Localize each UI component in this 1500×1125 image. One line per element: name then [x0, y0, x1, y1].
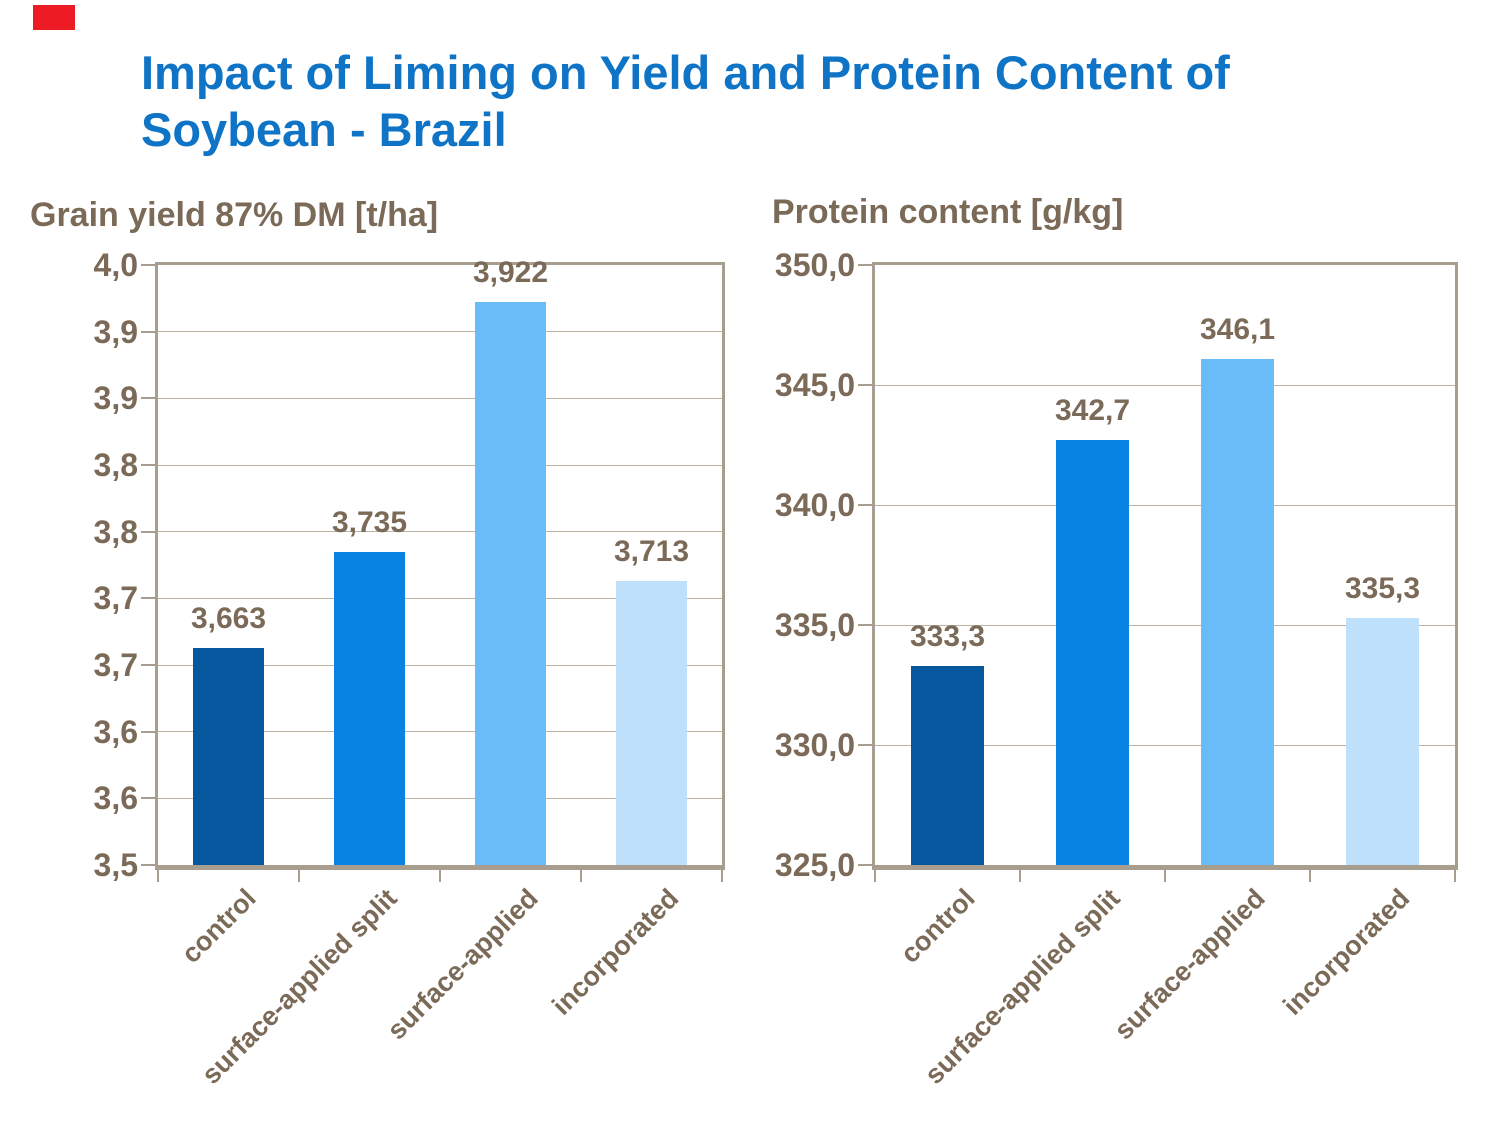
y-axis-tick-label: 3,9	[93, 380, 138, 417]
protein-content-chart-title: Protein content [g/kg]	[772, 193, 1124, 231]
category-label: control	[894, 883, 981, 969]
bar-value-label: 346,1	[1199, 312, 1276, 346]
gridline	[158, 797, 722, 799]
y-axis-tick	[141, 797, 155, 800]
gridline	[158, 664, 722, 666]
x-axis-tick	[1309, 870, 1311, 882]
bar-control	[193, 647, 264, 865]
gridline	[158, 731, 722, 733]
y-axis-tick-label: 330,0	[774, 727, 855, 763]
x-axis-tick	[298, 870, 300, 882]
y-axis-tick	[141, 864, 155, 866]
protein-content-plot-area: 350,0 345,0 340,0 335,0 330,0 325,0 333,3 contr…	[775, 247, 1458, 1090]
bar-control	[911, 665, 984, 865]
y-axis-tick-label: 3,6	[93, 713, 138, 750]
bar-value-label: 3,713	[613, 535, 690, 568]
y-axis-tick-label: 325,0	[774, 847, 855, 883]
x-axis-tick	[1019, 870, 1021, 882]
bar-incorporated	[616, 581, 687, 865]
bar-surface-applied	[475, 302, 546, 865]
bar-surface-applied-split	[334, 551, 405, 865]
category-label: surface-applied	[381, 883, 544, 1046]
bar-value-label: 3,735	[331, 505, 408, 539]
y-axis-tick	[858, 864, 872, 866]
y-axis-tick-label: 350,0	[774, 247, 855, 283]
bar-value-label: 342,7	[1054, 394, 1131, 428]
slide-title-line2: Soybean - Brazil	[141, 103, 507, 157]
y-axis-tick-label: 3,7	[93, 647, 138, 683]
gridline	[158, 397, 722, 399]
y-axis-tick	[141, 530, 155, 533]
gridline	[158, 464, 722, 466]
category-label: incorporated	[1277, 883, 1416, 1021]
y-axis-tick	[141, 464, 155, 466]
gridline	[158, 531, 722, 533]
gridline	[875, 624, 1455, 626]
category-label: incorporated	[546, 883, 685, 1021]
red-marker	[33, 5, 75, 30]
y-axis-tick-label: 3,5	[93, 847, 138, 883]
y-axis-tick	[858, 504, 872, 506]
gridline	[158, 331, 722, 333]
y-axis-tick	[141, 264, 155, 266]
y-axis-tick	[141, 597, 155, 600]
x-axis-tick	[157, 870, 159, 882]
y-axis-tick	[141, 730, 155, 733]
y-axis-tick-label: 3,8	[93, 513, 138, 550]
slide-title-line1: Impact of Liming on Yield and Protein Co…	[141, 46, 1230, 99]
y-axis-tick-label: 3,6	[93, 780, 138, 817]
category-label: surface-applied	[1108, 883, 1271, 1046]
y-axis-tick-label: 4,0	[93, 247, 138, 283]
y-axis-tick-label: 335,0	[774, 607, 855, 643]
y-axis-tick	[858, 264, 872, 266]
x-axis-tick	[439, 870, 441, 882]
grain-yield-chart-title: Grain yield 87% DM [t/ha]	[30, 196, 439, 234]
bar-surface-applied	[1201, 358, 1274, 865]
y-axis-tick	[858, 744, 872, 746]
y-axis-tick	[141, 664, 155, 666]
bar-value-label: 3,922	[472, 256, 549, 290]
grain-yield-plot-area: 4,0 3,9 3,9 3,8 3,8 3,7 3,7 3,6 3,6 3,5 3,663 contr…	[94, 247, 725, 1090]
y-axis-tick	[141, 397, 155, 400]
bar-incorporated	[1346, 617, 1419, 865]
slide-title: Impact of Liming on Yield and Protein Co…	[141, 44, 1401, 159]
gridline	[875, 384, 1455, 386]
gridline	[875, 504, 1455, 506]
x-axis-tick	[1454, 870, 1456, 882]
x-axis-tick	[580, 870, 582, 882]
y-axis-tick-label: 340,0	[774, 487, 855, 523]
bar-value-label: 3,663	[190, 601, 267, 635]
y-axis-tick-label: 3,7	[93, 580, 138, 617]
x-axis-tick	[721, 870, 723, 882]
bar-value-label: 333,3	[909, 619, 986, 653]
y-axis-tick	[858, 384, 872, 386]
bar-surface-applied-split	[1056, 440, 1129, 865]
bar-value-label: 335,3	[1344, 571, 1421, 605]
y-axis-tick-label: 345,0	[774, 367, 855, 403]
y-axis-tick-label: 3,9	[93, 313, 138, 350]
y-axis-tick-label: 3,8	[93, 447, 138, 483]
y-axis-tick	[858, 624, 872, 626]
x-axis-tick	[1164, 870, 1166, 882]
y-axis-tick	[141, 330, 155, 333]
gridline	[875, 744, 1455, 746]
gridline	[158, 597, 722, 599]
category-label: control	[175, 883, 262, 969]
x-axis-tick	[874, 870, 876, 882]
